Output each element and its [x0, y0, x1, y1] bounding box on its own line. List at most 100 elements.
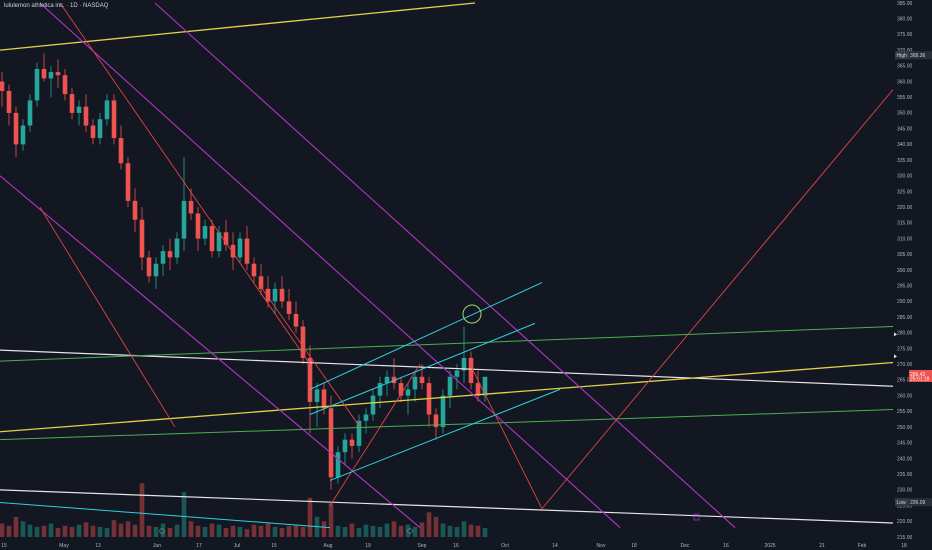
time-tick-label: 21 [819, 543, 825, 549]
price-tick-label: 340.00 [897, 142, 913, 148]
volume-bar [258, 525, 264, 537]
volume-bar [475, 525, 481, 537]
candle-body [482, 376, 488, 396]
volume-bar [335, 525, 341, 537]
volume-bar [104, 528, 110, 537]
volume-bar [69, 526, 75, 537]
candle-body [181, 200, 187, 239]
volume-bar [48, 523, 54, 537]
earnings-marker [693, 513, 700, 521]
volume-bar [41, 525, 47, 537]
volume-bar [230, 525, 236, 537]
price-tick-label: 275.00 [897, 346, 913, 352]
volume-bar [279, 528, 285, 537]
candle-body [195, 213, 201, 239]
candle-body [244, 238, 250, 264]
channel-line-cyan [329, 388, 561, 481]
candle-body [76, 106, 82, 113]
volume-bar [0, 523, 5, 537]
price-tick-label: 360.00 [897, 79, 913, 85]
price-tick-label: 335.00 [897, 158, 913, 164]
volume-bar [146, 525, 152, 537]
trend-line-yellow [0, 2, 476, 51]
volume-bar [20, 521, 26, 537]
price-tick-label: 375.00 [897, 32, 913, 38]
volume-bar [216, 524, 222, 537]
candle-body [83, 106, 89, 126]
volume-bar [153, 526, 159, 537]
candle-body [0, 81, 5, 91]
price-tick-label: 225.00 [897, 503, 913, 509]
candle-body [55, 72, 61, 76]
candle-body [34, 68, 40, 101]
candle-body [307, 357, 313, 402]
time-tick-label: 16 [453, 543, 459, 549]
candle-body [188, 200, 194, 214]
candle-body [167, 251, 173, 258]
price-tick-label: 240.00 [897, 456, 913, 462]
volume-bar [174, 524, 180, 537]
channel-line-cyan [309, 322, 536, 415]
price-tick-label: 260.00 [897, 393, 913, 399]
price-tick-label: 270.00 [897, 362, 913, 368]
price-tick-label: 245.00 [897, 441, 913, 447]
volume-bar [419, 522, 425, 537]
price-tick-label: 280.00 [897, 331, 913, 337]
candle-body [321, 389, 327, 409]
trend-line-white [0, 349, 893, 387]
volume-bar [349, 523, 355, 537]
price-axis [895, 0, 932, 550]
candle-body [216, 232, 222, 252]
trend-line-red [259, 285, 361, 428]
volume-bar [440, 523, 446, 537]
price-tick-label: 330.00 [897, 174, 913, 180]
price-tick-label: 320.00 [897, 205, 913, 211]
volume-bar [83, 522, 89, 537]
candle-body [174, 238, 180, 258]
candle-body [146, 257, 152, 277]
trend-line-red [39, 206, 176, 428]
trend-line-yellow [0, 361, 893, 433]
candle-body [6, 90, 12, 113]
price-tick-label: 285.00 [897, 315, 913, 321]
volume-bar [461, 521, 467, 537]
time-tick-label: Jun [153, 543, 161, 549]
price-tick-label: 365.00 [897, 64, 913, 70]
price-tick-label: 355.00 [897, 95, 913, 101]
candle-body [293, 313, 299, 327]
candle-body [363, 414, 369, 421]
price-tick-label: 295.00 [897, 284, 913, 290]
countdown-label: 25:01:18 [910, 376, 930, 382]
price-tick-label: 230.00 [897, 488, 913, 494]
low-tag-label: Low [897, 500, 907, 506]
candle-body [370, 395, 376, 415]
volume-bar [13, 516, 19, 537]
volume-bar [405, 524, 411, 537]
volume-bar [27, 524, 33, 537]
axis-marker-arrow [894, 354, 897, 359]
volume-bar [433, 516, 439, 537]
price-tick-label: 380.00 [897, 17, 913, 23]
price-tick-label: 310.00 [897, 236, 913, 242]
volume-bar [181, 492, 187, 537]
volume-bar [167, 528, 173, 537]
candle-body [251, 263, 257, 277]
candle-body [69, 94, 75, 113]
volume-bar [202, 526, 208, 537]
dividend-marker [159, 528, 165, 534]
volume-bar [111, 520, 117, 537]
candle-body [391, 376, 397, 384]
dividend-marker [407, 528, 413, 534]
candle-body [461, 357, 467, 371]
high-value-label: 368.36 [910, 53, 926, 59]
candle-body [342, 439, 348, 453]
time-tick-label: Dec [681, 543, 690, 549]
time-tick-label: 13 [95, 543, 101, 549]
volume-bar [195, 525, 201, 537]
volume-bar [412, 526, 418, 537]
volume-bar [55, 528, 61, 537]
candle-body [20, 125, 26, 145]
candle-body [272, 288, 278, 302]
